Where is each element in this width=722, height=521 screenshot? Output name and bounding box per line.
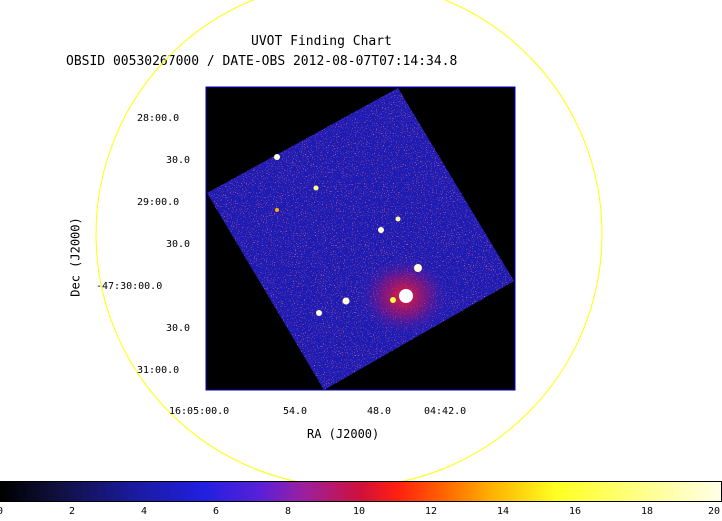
ra-tick-label: 54.0 [283, 406, 308, 417]
source [395, 216, 401, 222]
source [275, 208, 279, 212]
chart-subtitle: OBSID 00530267000 / DATE-OBS 2012-08-07T… [66, 54, 458, 69]
ra-tick-label: 48.0 [367, 406, 392, 417]
source [316, 310, 322, 316]
colorbar-tick-label: 0 [0, 506, 4, 517]
y-axis-label: Dec (J2000) [68, 217, 83, 297]
sources [274, 154, 422, 316]
source [414, 264, 422, 272]
source [342, 297, 350, 305]
colorbar [0, 481, 722, 502]
dec-tick-label: 29:00.0 [137, 197, 180, 208]
dec-tick-label: 30.0 [166, 239, 191, 250]
ra-tick-label: 16:05:00.0 [169, 406, 230, 417]
colorbar-tick-label: 4 [141, 506, 148, 517]
colorbar-tick-label: 8 [285, 506, 292, 517]
x-axis-label: RA (J2000) [307, 427, 380, 441]
dec-tick-label: 30.0 [166, 155, 191, 166]
source [399, 289, 413, 303]
colorbar-tick-label: 12 [425, 506, 438, 517]
source [274, 154, 280, 160]
dec-tick-label: 31:00.0 [137, 365, 180, 376]
dec-tick-label: 28:00.0 [137, 113, 180, 124]
dec-tick-label: -47:30:00.0 [96, 281, 163, 292]
source [313, 185, 319, 191]
source [390, 297, 396, 303]
dec-tick-label: 30.0 [166, 323, 191, 334]
colorbar-tick-label: 16 [569, 506, 582, 517]
colorbar-tick-label: 14 [497, 506, 510, 517]
colorbar-tick-label: 6 [213, 506, 220, 517]
colorbar-tick-label: 10 [353, 506, 366, 517]
colorbar-tick-label: 18 [641, 506, 654, 517]
ra-tick-label: 04:42.0 [424, 406, 467, 417]
colorbar-tick-label: 2 [69, 506, 76, 517]
chart-title: UVOT Finding Chart [251, 34, 392, 49]
source [378, 227, 384, 233]
image-frame [205, 86, 516, 391]
colorbar-tick-label: 20 [708, 506, 721, 517]
